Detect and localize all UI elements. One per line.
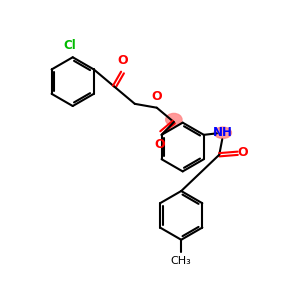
Ellipse shape: [214, 127, 231, 138]
Text: Cl: Cl: [63, 39, 76, 52]
Text: O: O: [238, 146, 248, 159]
Text: CH₃: CH₃: [170, 256, 191, 266]
Text: NH: NH: [213, 126, 233, 139]
Ellipse shape: [166, 113, 182, 126]
Text: O: O: [155, 138, 165, 151]
Text: O: O: [117, 54, 128, 67]
Text: O: O: [152, 90, 162, 103]
